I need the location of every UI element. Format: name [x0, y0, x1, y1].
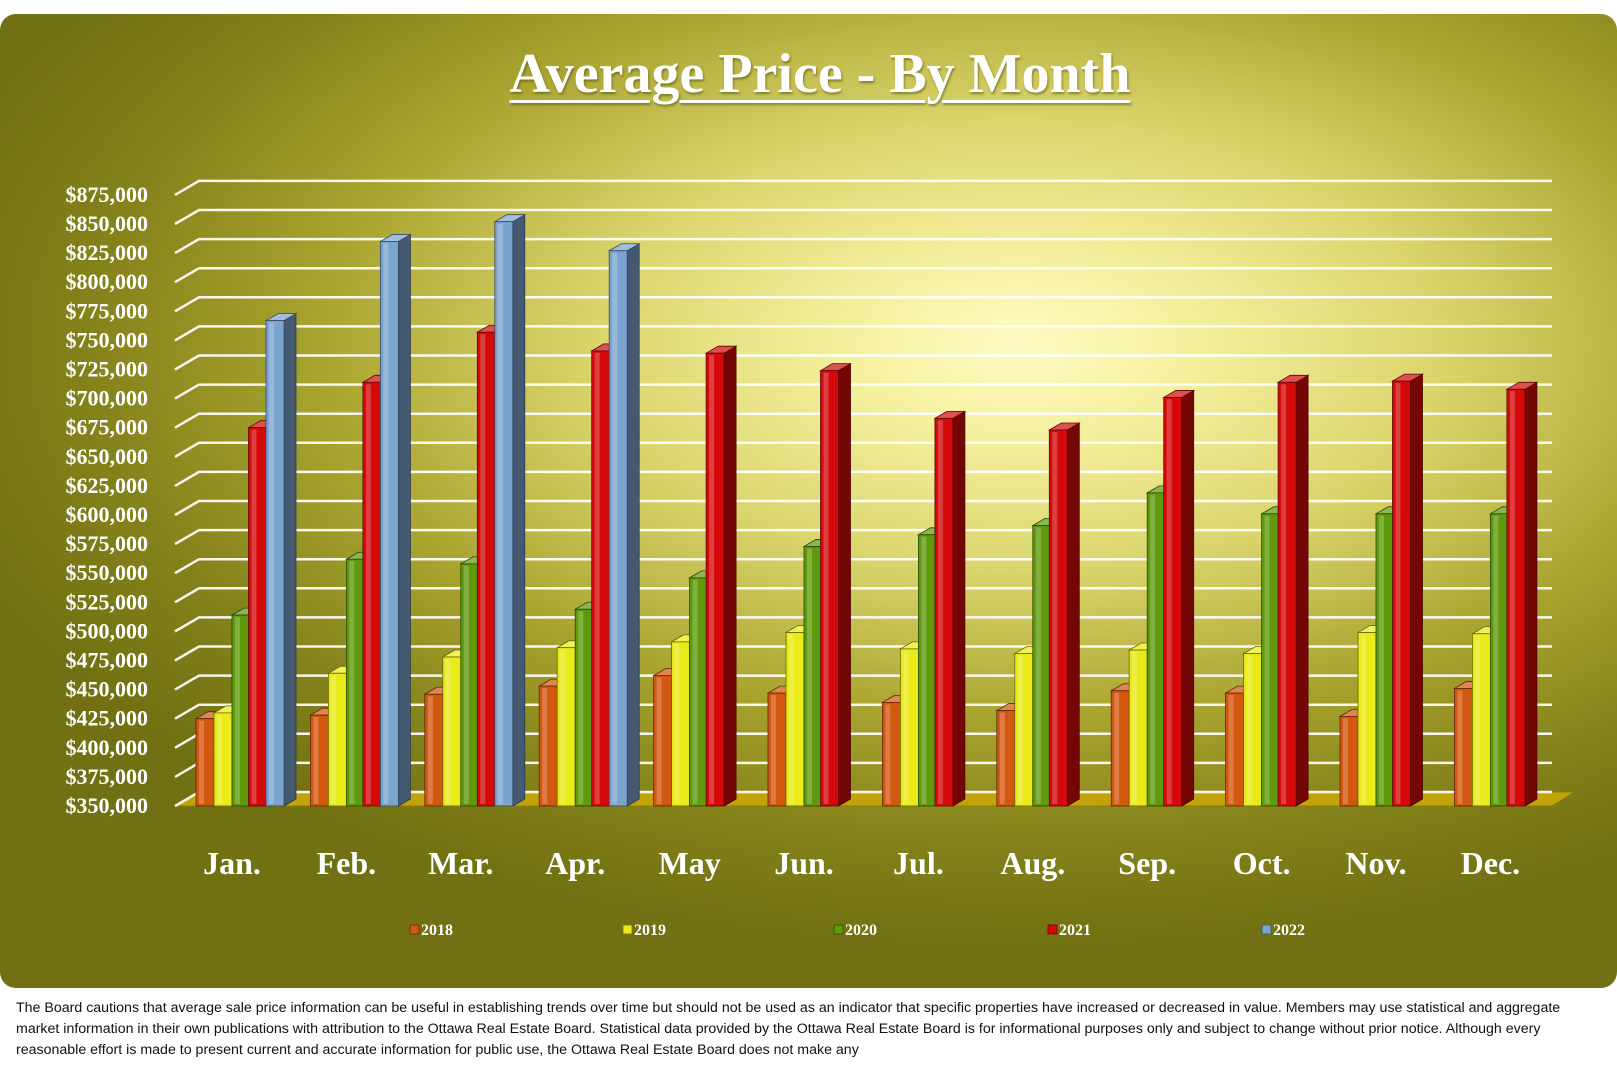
y-tick-label: $700,000	[66, 386, 149, 411]
bar-2021-nov	[1391, 373, 1424, 807]
x-tick-label: Aug.	[1000, 845, 1065, 881]
bar-2022-jan	[264, 312, 298, 807]
y-tick-label: $750,000	[66, 327, 149, 352]
bar-2021-sep	[1162, 389, 1196, 807]
bar-chart: $350,000 $375,000 $400,000 $425,000 $450,000…	[66, 179, 1576, 939]
y-tick-label: $450,000	[66, 677, 149, 702]
y-tick-label: $650,000	[66, 444, 149, 469]
y-tick-label: $625,000	[66, 473, 149, 498]
legend-item-2019: 2019	[622, 922, 666, 939]
gridline	[174, 208, 1552, 226]
legend-label: 2021	[1059, 922, 1091, 939]
x-tick-label: Apr.	[545, 845, 605, 881]
x-tick-label: May	[658, 845, 720, 881]
y-tick-label: $800,000	[66, 269, 149, 294]
gridline	[174, 587, 1552, 604]
y-tick-label: $575,000	[66, 531, 149, 556]
gridline	[174, 470, 1552, 487]
legend-item-2018: 2018	[409, 922, 453, 939]
bar-2021-aug	[1047, 422, 1081, 807]
y-tick-label: $600,000	[66, 502, 149, 527]
y-tick-label: $825,000	[66, 240, 149, 265]
legend-label: 2020	[845, 922, 877, 939]
bar-2021-dec	[1505, 381, 1539, 807]
y-tick-label: $425,000	[66, 706, 149, 731]
legend-label: 2019	[634, 922, 666, 939]
chart-title: Average Price - By Month	[509, 43, 1131, 105]
disclaimer-text: The Board cautions that average sale pri…	[16, 1000, 1561, 1058]
legend-swatch	[622, 924, 633, 935]
y-tick-label: $475,000	[66, 648, 149, 673]
gridline	[174, 557, 1552, 575]
x-tick-label: Oct.	[1233, 845, 1291, 881]
bar-2021-jun	[819, 362, 852, 807]
bar-2021-may	[704, 345, 738, 807]
y-tick-label: $400,000	[66, 735, 149, 760]
x-tick-label: Dec.	[1461, 845, 1521, 881]
gridline	[174, 383, 1552, 400]
gridline	[174, 237, 1552, 255]
legend-item-2020: 2020	[833, 922, 877, 939]
bar-2022-apr	[607, 243, 641, 807]
x-tick-label: Feb.	[317, 845, 377, 881]
gridline	[174, 499, 1552, 517]
legend-swatch	[409, 924, 420, 935]
bar-2021-jul	[933, 410, 967, 807]
gridline	[174, 703, 1552, 720]
legend-item-2022: 2022	[1261, 922, 1305, 939]
gridline	[174, 354, 1552, 371]
legend-label: 2018	[421, 922, 453, 939]
legend-swatch	[1261, 924, 1272, 935]
gridline	[174, 616, 1552, 633]
gridline	[174, 412, 1552, 429]
x-tick-label: Nov.	[1345, 845, 1406, 881]
gridline	[174, 325, 1552, 342]
gridline	[174, 266, 1552, 284]
legend-item-2021: 2021	[1047, 922, 1091, 939]
gridline	[174, 674, 1552, 691]
y-tick-label: $500,000	[66, 618, 149, 643]
y-tick-label: $775,000	[66, 298, 149, 323]
legend-swatch	[833, 924, 844, 935]
x-tick-label: Jul.	[893, 845, 944, 881]
y-tick-label: $875,000	[66, 182, 149, 207]
legend-swatch	[1047, 924, 1058, 935]
gridline	[174, 528, 1552, 546]
gridline	[174, 296, 1552, 313]
x-tick-label: Mar.	[428, 845, 493, 881]
x-tick-label: Sep.	[1118, 845, 1176, 881]
y-tick-label: $850,000	[66, 211, 149, 236]
chart-panel: $350,000 $375,000 $400,000 $425,000 $450,000…	[0, 14, 1617, 988]
gridline	[174, 441, 1552, 458]
y-tick-label: $550,000	[66, 560, 149, 585]
y-tick-label: $375,000	[66, 764, 149, 789]
bar-2021-oct	[1276, 374, 1310, 807]
bar-2022-feb	[378, 233, 412, 807]
y-tick-label: $525,000	[66, 589, 149, 614]
x-tick-label: Jun.	[774, 845, 834, 881]
legend-label: 2022	[1273, 922, 1305, 939]
bar-2022-mar	[493, 213, 527, 807]
y-tick-label: $350,000	[66, 793, 149, 818]
gridline	[174, 179, 1552, 196]
y-tick-label: $675,000	[66, 415, 149, 440]
y-tick-label: $725,000	[66, 357, 149, 382]
gridline	[174, 645, 1552, 662]
x-tick-label: Jan.	[203, 845, 261, 881]
